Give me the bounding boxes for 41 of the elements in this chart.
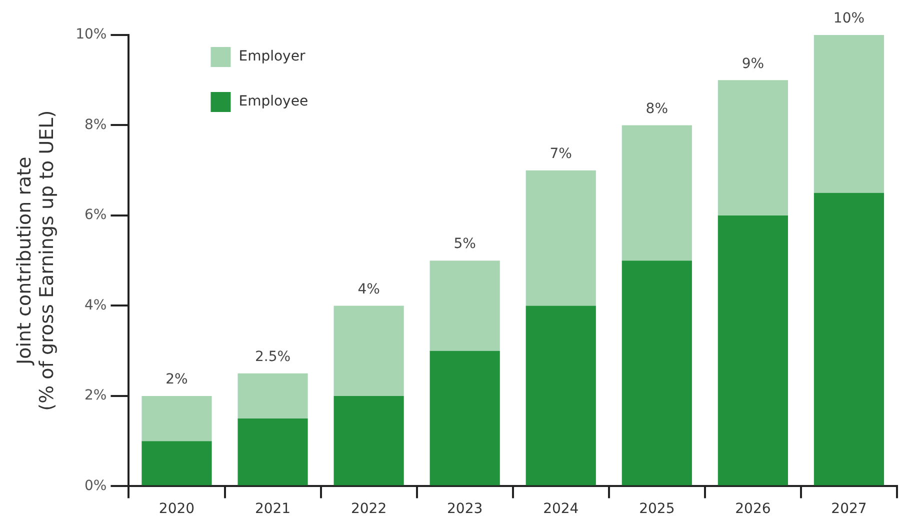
total-label: 5% — [454, 236, 476, 252]
total-label: 4% — [358, 281, 380, 298]
x-tick-label: 2021 — [254, 501, 291, 518]
x-tick-label: 2023 — [447, 501, 483, 518]
x-tick-label: 2027 — [831, 501, 867, 518]
x-tick-label: 2025 — [639, 501, 675, 518]
bar — [814, 192, 884, 486]
y-tick-label: 6% — [84, 207, 107, 224]
legend-label: Employee — [238, 94, 308, 110]
x-tick-label: 2026 — [735, 501, 771, 518]
y-tick-label: 0% — [84, 478, 107, 494]
total-label: 2% — [166, 372, 188, 388]
bar — [718, 215, 788, 486]
y-tick-label: 8% — [84, 116, 107, 133]
x-tick-label: 2022 — [350, 501, 387, 518]
bar — [430, 350, 500, 486]
bar — [142, 396, 212, 442]
total-label: 2.5% — [254, 349, 291, 366]
bar — [526, 170, 596, 306]
bar — [814, 35, 884, 193]
bar — [238, 373, 308, 419]
y-axis-title: Joint contribution rate (% of gross Earnings up to UEL) — [13, 110, 58, 411]
bar — [526, 306, 596, 486]
total-label: 8% — [646, 100, 668, 117]
total-label: 10% — [833, 10, 865, 27]
total-label: 7% — [550, 146, 572, 162]
x-tick-label: 2024 — [543, 501, 579, 518]
bar — [622, 260, 692, 486]
total-label: 9% — [742, 56, 764, 72]
y-tick-label: 10% — [76, 26, 107, 43]
bar — [334, 396, 404, 486]
bar — [718, 80, 788, 216]
bar — [622, 125, 692, 261]
bar — [238, 418, 308, 486]
y-tick-label: 2% — [84, 388, 107, 404]
bar — [430, 260, 500, 351]
x-tick-label: 2020 — [158, 501, 195, 518]
bar — [142, 441, 212, 486]
bar — [334, 306, 404, 396]
y-tick-label: 4% — [84, 297, 107, 314]
legend-label: Employer — [238, 48, 306, 65]
